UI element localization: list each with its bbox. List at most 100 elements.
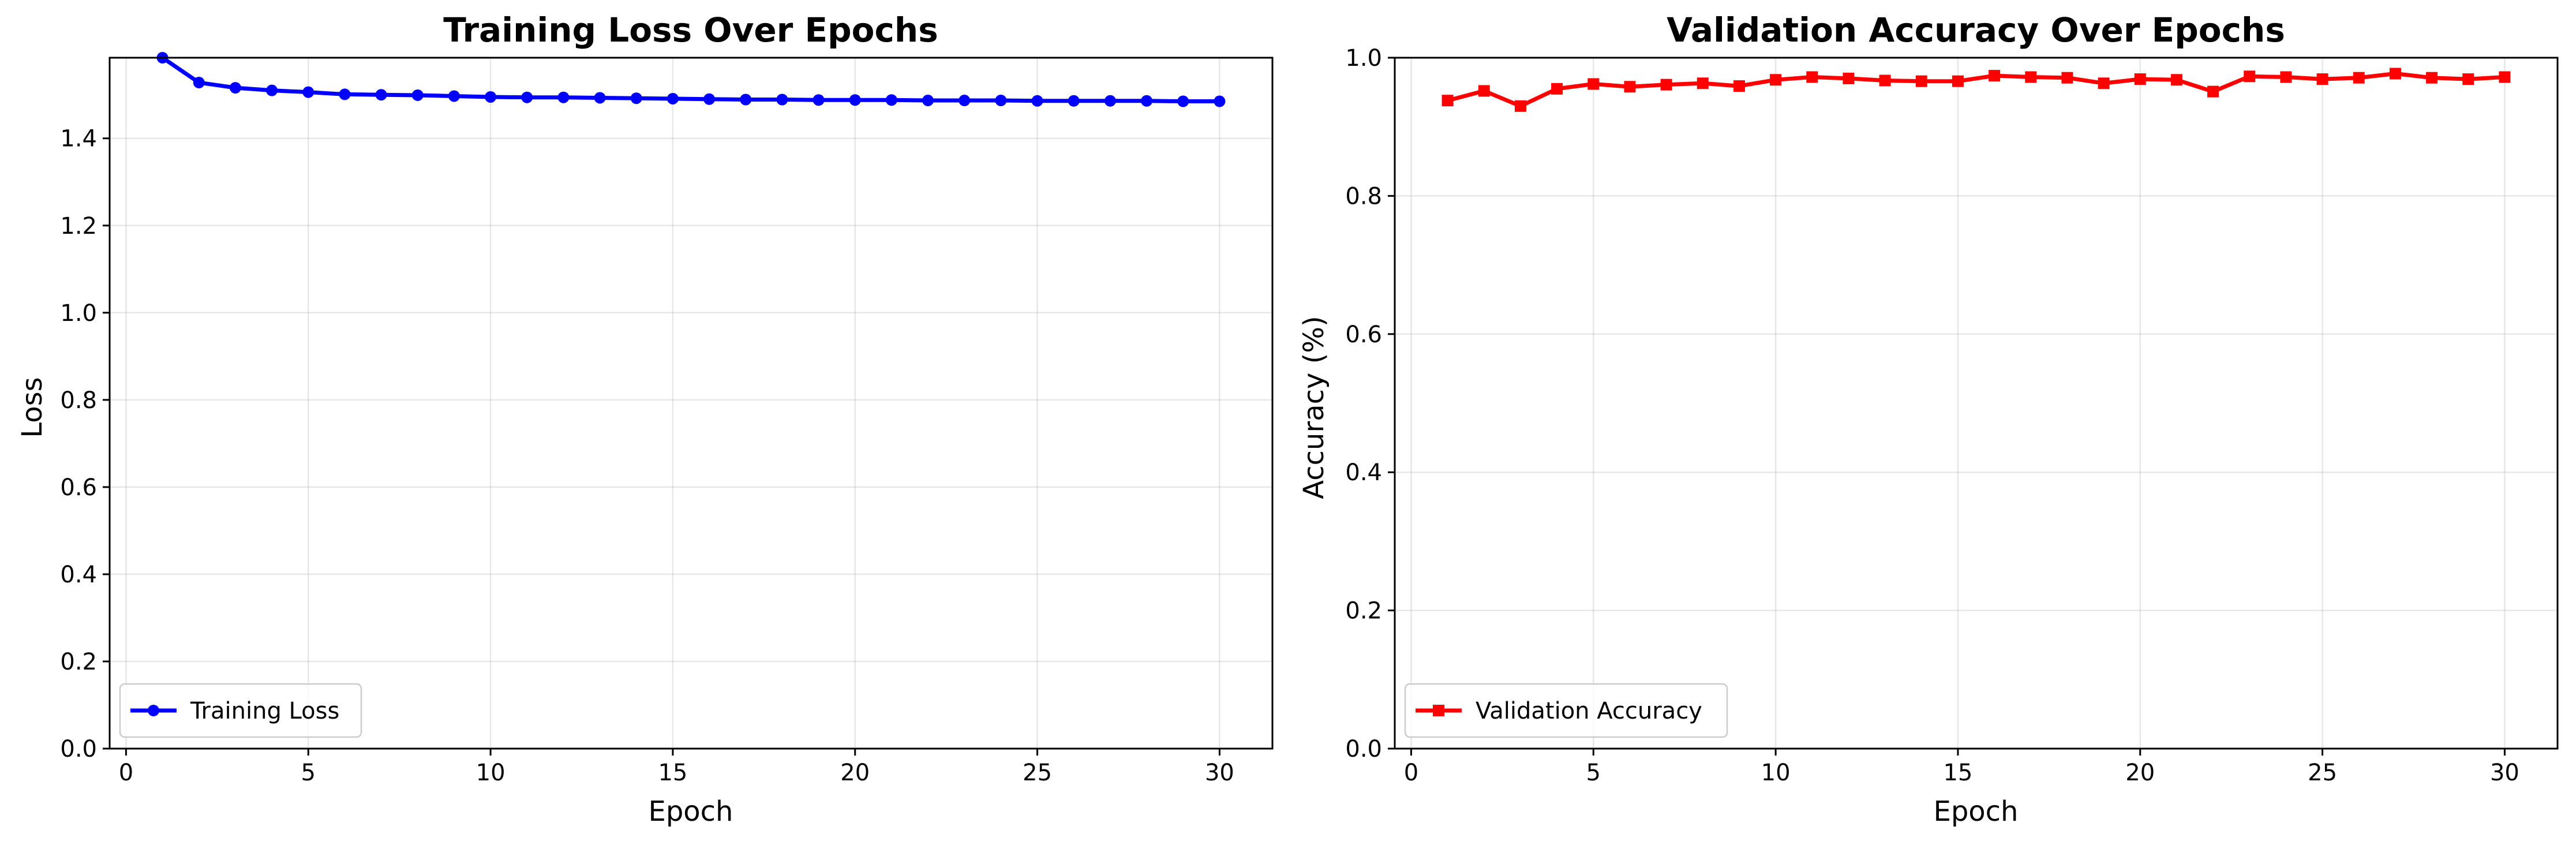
- y-axis-label: Accuracy (%): [1298, 316, 1330, 499]
- y-tick-label: 0.4: [60, 562, 97, 588]
- y-axis-label: Loss: [16, 377, 48, 438]
- data-point: [193, 77, 205, 89]
- x-tick-label: 0: [1404, 760, 1418, 786]
- x-tick-label: 15: [1943, 760, 1972, 786]
- y-tick-label: 1.0: [60, 300, 97, 327]
- data-point: [1551, 83, 1563, 95]
- data-point: [521, 91, 533, 103]
- y-tick-label: 0.0: [1345, 736, 1382, 762]
- data-point: [849, 94, 861, 106]
- legend-label: Training Loss: [190, 698, 339, 724]
- data-point: [813, 94, 825, 106]
- data-point: [667, 92, 679, 104]
- y-tick-label: 0.2: [60, 649, 97, 675]
- x-tick-label: 0: [119, 760, 133, 786]
- data-point: [1068, 95, 1080, 107]
- y-tick-label: 0.6: [60, 474, 97, 501]
- x-tick-label: 10: [1761, 760, 1791, 786]
- x-tick-label: 25: [1023, 760, 1052, 786]
- training-loss-panel: Training Loss Over Epochs Epoch Loss 0 5 1…: [16, 10, 1274, 828]
- data-point: [485, 91, 497, 103]
- data-point: [630, 92, 642, 104]
- data-point: [1441, 95, 1454, 107]
- y-tick-label: 0.4: [1345, 459, 1382, 486]
- data-point: [2426, 72, 2438, 84]
- x-tick-label: 25: [2308, 760, 2337, 786]
- y-tick-label: 0.8: [60, 387, 97, 414]
- data-point: [1989, 70, 2001, 82]
- chart-title: Validation Accuracy Over Epochs: [1667, 10, 2285, 50]
- y-tick-label: 1.2: [60, 213, 97, 240]
- data-point: [448, 90, 460, 102]
- legend-marker: [148, 705, 159, 716]
- data-point: [2389, 68, 2401, 80]
- data-point: [2098, 77, 2110, 89]
- data-point: [2462, 73, 2474, 85]
- data-point: [958, 95, 971, 107]
- data-point: [594, 92, 606, 104]
- data-point: [339, 88, 351, 100]
- data-point: [1733, 80, 1745, 92]
- data-point: [1660, 78, 1672, 91]
- data-point: [1879, 74, 1891, 87]
- data-point: [1952, 75, 1964, 87]
- plot-frame: [1394, 57, 2559, 750]
- y-tick-label: 1.4: [60, 126, 97, 152]
- x-tick-label: 10: [476, 760, 506, 786]
- data-point: [740, 94, 752, 106]
- data-point: [1177, 95, 1189, 107]
- data-point: [922, 95, 934, 107]
- data-point: [1514, 100, 1526, 112]
- data-point: [1587, 78, 1600, 90]
- data-point: [1806, 71, 1818, 83]
- plot-frame: [108, 57, 1274, 750]
- data-point: [2499, 71, 2511, 83]
- data-point: [1214, 95, 1226, 107]
- data-point: [2207, 85, 2219, 98]
- data-point: [229, 82, 241, 94]
- x-axis-label: Epoch: [1934, 795, 2019, 828]
- data-point: [2025, 71, 2037, 83]
- x-tick-label: 5: [301, 760, 316, 786]
- x-tick-label: 30: [1205, 760, 1234, 786]
- data-point: [375, 89, 387, 101]
- legend-label: Validation Accuracy: [1476, 698, 1702, 724]
- x-tick-label: 5: [1586, 760, 1601, 786]
- data-point: [1624, 81, 1636, 93]
- data-point: [703, 93, 716, 105]
- x-tick-label: 15: [658, 760, 687, 786]
- x-axis-label: Epoch: [649, 795, 733, 828]
- data-point: [2170, 74, 2182, 86]
- data-point: [411, 89, 424, 101]
- legend-box: [1404, 683, 1728, 738]
- data-point: [2316, 73, 2328, 85]
- series-line: [1447, 72, 2505, 109]
- data-point: [1141, 95, 1153, 107]
- data-point: [1843, 72, 1855, 84]
- data-point: [1031, 95, 1043, 107]
- data-point: [995, 95, 1007, 107]
- data-point: [1770, 74, 1782, 86]
- y-tick-label: 0.0: [60, 736, 97, 762]
- x-tick-label: 30: [2490, 760, 2519, 786]
- x-tick-label: 20: [2125, 760, 2155, 786]
- data-point: [2244, 70, 2256, 83]
- legend-marker: [1433, 705, 1444, 716]
- validation-accuracy-panel: Validation Accuracy Over Epochs Epoch Ac…: [1298, 10, 2559, 828]
- y-tick-label: 0.6: [1345, 321, 1382, 348]
- data-point: [1915, 75, 1927, 87]
- data-point: [557, 91, 570, 103]
- data-point: [1104, 95, 1116, 107]
- x-tick-label: 20: [840, 760, 870, 786]
- y-tick-label: 1.0: [1345, 45, 1382, 72]
- data-point: [1697, 77, 1709, 89]
- y-tick-label: 0.2: [1345, 598, 1382, 625]
- data-point: [266, 84, 278, 96]
- data-point: [776, 94, 788, 106]
- data-point: [2280, 71, 2292, 83]
- legend-box: [119, 683, 362, 738]
- y-tick-label: 0.8: [1345, 183, 1382, 210]
- data-point: [2353, 72, 2365, 84]
- data-point: [2061, 72, 2073, 84]
